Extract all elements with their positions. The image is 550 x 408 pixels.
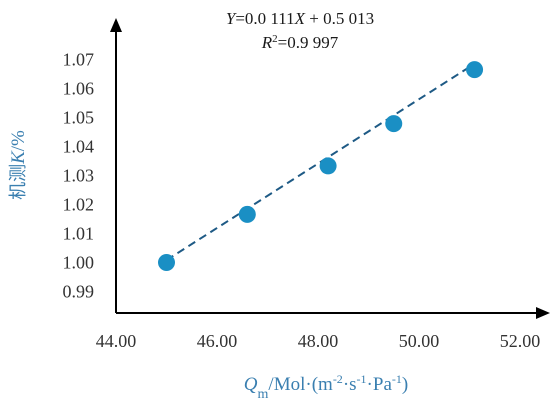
axes [110,18,550,319]
y-tick-label: 1.00 [63,253,95,273]
x-tick-label: 52.00 [500,331,541,351]
x-tick-label: 44.00 [96,331,137,351]
regression-equation: Y=0.0 111X + 0.5 013 R2=0.9 997 [226,9,374,52]
y-axis-arrow [110,18,122,32]
x-tick-labels: 44.00 46.00 48.00 50.00 52.00 [96,331,541,351]
x-tick-label: 48.00 [298,331,339,351]
fit-line [165,62,476,262]
y-tick-label: 1.06 [63,79,95,99]
data-points [158,61,484,271]
x-tick-label: 46.00 [197,331,238,351]
x-axis-label: Qm/Mol·(m-2·s-1·Pa-1) [244,372,408,402]
fit-line-group [165,62,476,262]
data-point [238,205,256,223]
equation-line-2: R2=0.9 997 [261,33,339,52]
y-tick-label: 1.04 [63,137,95,157]
y-tick-label: 1.05 [63,108,95,128]
data-point [158,254,175,271]
data-point [466,61,484,79]
y-tick-label: 1.03 [63,166,95,186]
x-tick-label: 50.00 [399,331,440,351]
y-tick-label: 0.99 [63,282,95,302]
y-tick-label: 1.02 [63,195,95,215]
equation-line-1: Y=0.0 111X + 0.5 013 [226,9,374,28]
y-tick-label: 1.07 [63,50,95,70]
y-axis-label: 机测K/% [8,130,29,200]
y-tick-labels: 0.99 1.00 1.01 1.02 1.03 1.04 1.05 1.06 1.07 [63,50,95,302]
data-point [385,115,403,133]
data-point [319,157,337,175]
y-tick-label: 1.01 [63,224,95,244]
x-axis-arrow [536,307,550,319]
